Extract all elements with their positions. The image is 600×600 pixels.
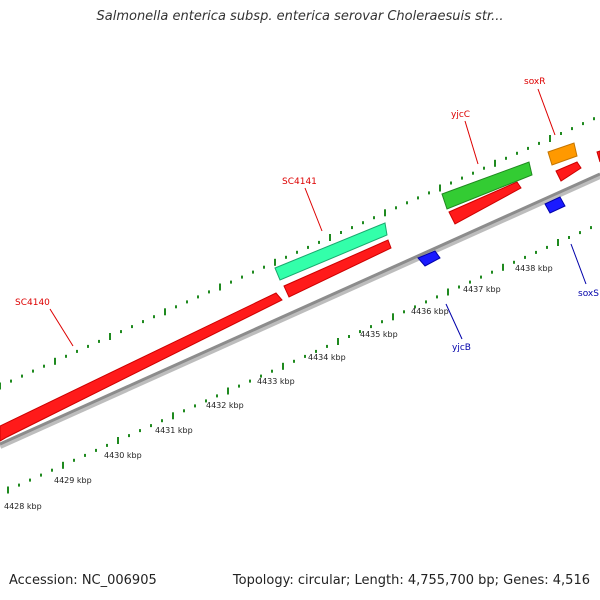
backbone (0, 172, 600, 446)
tick-label: 4437 kbp (463, 285, 501, 294)
accession-text: Accession: NC_006905 (9, 573, 157, 588)
label-line (445, 303, 463, 340)
gene-sc4141[interactable] (274, 222, 388, 281)
tick-label: 4431 kbp (155, 426, 193, 435)
gene-soxr[interactable] (547, 142, 578, 166)
tick-label: 4432 kbp (206, 401, 244, 410)
cds-feature[interactable] (283, 239, 392, 298)
label-line (304, 187, 323, 232)
gene-label-sc4140: SC4140 (15, 298, 50, 308)
gene-label-soxr: soxR (524, 77, 546, 87)
gene-soxs[interactable] (544, 196, 566, 214)
outer-tick-ring (0, 117, 595, 390)
map-title: Salmonella enterica subsp. enterica sero… (96, 9, 504, 24)
backbone-shadow (0, 173, 600, 449)
label-line (570, 243, 587, 285)
label-line (49, 308, 74, 347)
tick-label: 4433 kbp (257, 377, 295, 386)
cds-feature[interactable] (596, 150, 600, 163)
gene-yjcc[interactable] (441, 161, 533, 210)
label-line (537, 88, 556, 136)
tick-label: 4430 kbp (104, 451, 142, 460)
tick-label: 4436 kbp (411, 307, 449, 316)
tick-label: 4428 kbp (4, 502, 42, 511)
tick-label: 4429 kbp (54, 476, 92, 485)
tick-label: 4435 kbp (360, 330, 398, 339)
tick-label: 4434 kbp (308, 353, 346, 362)
label-line (464, 120, 479, 165)
cds-feature[interactable] (448, 181, 522, 225)
inner-tick-ring (7, 226, 592, 494)
gene-label-yjcc: yjcC (451, 110, 470, 120)
gene-yjcb[interactable] (417, 250, 441, 267)
cds-feature[interactable] (0, 292, 283, 442)
tick-label: 4438 kbp (515, 264, 553, 273)
gene-label-sc4141: SC4141 (282, 177, 317, 187)
cds-feature[interactable] (555, 161, 582, 182)
gene-label-yjcb: yjcB (452, 343, 471, 353)
genome-stats-text: Topology: circular; Length: 4,755,700 bp… (232, 573, 590, 588)
gene-label-soxs: soxS (578, 289, 599, 299)
